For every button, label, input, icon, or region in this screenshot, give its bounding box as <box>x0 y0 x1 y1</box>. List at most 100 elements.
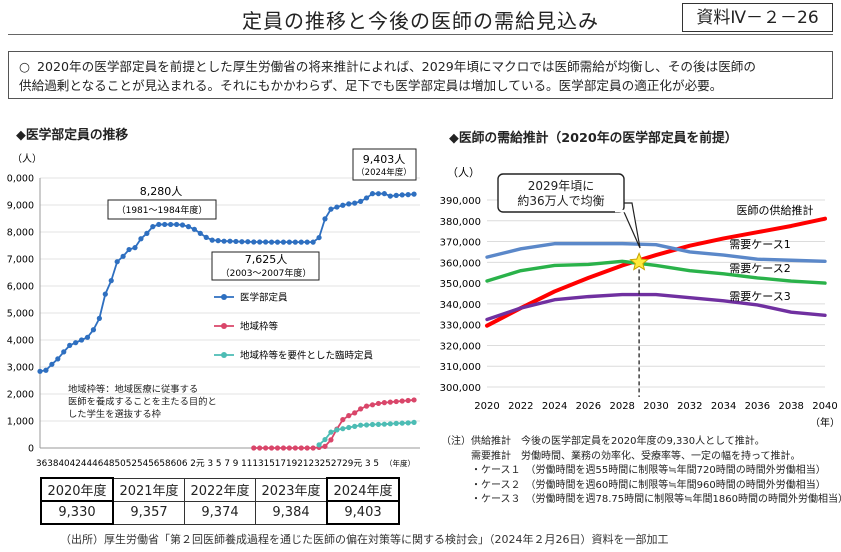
series-1-point <box>358 198 364 204</box>
series-3-point <box>393 420 399 426</box>
x-tick-label: 2034 <box>711 401 736 412</box>
series-3-point <box>387 421 393 427</box>
series-1-point <box>369 191 376 197</box>
y-tick-label: 3,000 <box>7 363 34 374</box>
y-tick-label: 340,000 <box>440 300 481 311</box>
series-2-point <box>387 399 393 405</box>
series-1-point <box>102 291 108 297</box>
y-tick-label: 7,000 <box>7 255 34 266</box>
series-1-point <box>168 221 174 228</box>
summary-line-2: 供給過剰となることが見込まれる。それにもかかわらず、足下でも医学部定員は増加して… <box>19 78 723 93</box>
series-label-1: 医師の供給推計 <box>737 203 814 217</box>
series-1-point <box>405 192 411 198</box>
document-id: 資料Ⅳ－２－26 <box>682 3 833 32</box>
series-1-point <box>221 238 227 244</box>
annotation-peak-value: 8,280人 <box>140 185 183 198</box>
y-tick-label: 2,000 <box>7 390 34 401</box>
series-1-point <box>108 278 114 284</box>
footnote-line: ・ケース３ （労働時間を週78.75時間に制限等≒年間1860時間の時間外労働相… <box>441 494 841 506</box>
series-1-point <box>310 239 316 245</box>
summary-bullet: ○ <box>19 59 30 74</box>
annotation-box-low <box>211 251 320 281</box>
capacity-table-value: 9,403 <box>326 500 400 525</box>
series-2-point <box>328 437 334 443</box>
series-1-point <box>411 191 417 197</box>
callout-box <box>497 173 625 213</box>
series-1-point <box>61 349 67 355</box>
balance-star-icon <box>629 251 649 271</box>
x-tick-labels: 363840424446485052545658606 2元 3 5 7 9 1… <box>36 458 379 468</box>
capacity-table-year: 2021年度 <box>112 477 185 502</box>
series-3-point <box>381 421 387 427</box>
y-tick-label: 320,000 <box>440 341 481 352</box>
series-3-point <box>358 422 364 428</box>
series-2-point <box>280 445 287 451</box>
series-3-point <box>399 420 405 426</box>
series-1-point <box>274 239 281 245</box>
series-2-point <box>310 445 316 451</box>
capacity-table-year: 2020年度 <box>40 477 114 502</box>
series-1-point <box>203 234 209 240</box>
x-tick-label: 2022 <box>508 401 533 412</box>
series-2-point <box>304 445 310 451</box>
annotation-peak-period: （1981～1984年度） <box>117 204 208 216</box>
series-3-point <box>328 429 334 435</box>
legend-label-3: 地域枠等を要件とした臨時定員 <box>240 350 374 362</box>
right-section-title: ◆医師の需給推計（2020年の医学部定員を前提） <box>449 131 738 146</box>
capacity-chart: （人） 0 1,000 2,000 3,000 4,000 5,000 6,000 7,000 8… <box>7 148 420 468</box>
series-1-point <box>150 224 156 230</box>
series-1-point <box>268 239 275 245</box>
series-1-point <box>49 361 55 367</box>
capacity-table-value: 9,384 <box>255 500 328 525</box>
series-2-point <box>268 445 275 451</box>
y-tick-label: 1,000 <box>7 417 34 428</box>
y-tick-label: 6,000 <box>7 282 34 293</box>
y-tick-label: 370,000 <box>440 238 481 249</box>
series-1-point <box>90 327 97 333</box>
series-1-point <box>399 192 405 198</box>
y-tick-label: 350,000 <box>440 279 481 290</box>
series-2-point <box>340 417 346 423</box>
annotation-box-peak <box>107 199 217 220</box>
x-tick-label: 2032 <box>677 401 702 412</box>
series-1-point <box>78 337 85 343</box>
annotation-box-latest <box>352 148 417 181</box>
y-tick-label: 8,000 <box>7 228 34 239</box>
series-2-point <box>358 406 364 412</box>
header-divider <box>8 34 833 35</box>
x-tick-label: 2038 <box>778 401 803 412</box>
series-line-3 <box>485 259 827 285</box>
series-1-point <box>363 195 370 201</box>
y-tick-label: 0 <box>28 444 34 455</box>
y-tick-label: 5,000 <box>7 309 34 320</box>
x-tick-label: 2040 <box>812 401 837 412</box>
legend-marker-2 <box>221 323 227 329</box>
series-1-point <box>233 238 239 245</box>
y-tick-label: 9,000 <box>7 201 34 212</box>
series-3-point <box>375 421 382 427</box>
series-1-point <box>73 340 79 346</box>
series-1-point <box>257 239 263 245</box>
series-1-point <box>263 239 269 245</box>
series-2-point <box>399 398 405 404</box>
annotation-low-value: 7,625人 <box>245 253 288 266</box>
series-1-point <box>251 239 257 245</box>
capacity-table: 2020年度 2021年度 2022年度 2023年度 2024年度 9,330 9,35… <box>40 477 400 525</box>
footnote-line: ・ケース１ （労働時間を週55時間に制限等≒年間720時間の時間外労働相当） <box>441 465 826 477</box>
capacity-table-year: 2023年度 <box>255 477 328 502</box>
series-1-point <box>173 221 180 228</box>
series-1-point <box>132 245 138 251</box>
series-2-point <box>322 443 328 449</box>
series-1-point <box>381 191 387 197</box>
x-axis-unit: （年） <box>810 416 840 429</box>
series-1-point <box>387 193 393 199</box>
y-tick-label: 300,000 <box>440 383 481 394</box>
series-2-point <box>411 397 417 403</box>
series-1-point <box>84 334 91 340</box>
legend-label-1: 医学部定員 <box>240 292 288 304</box>
series-line-2 <box>485 241 827 263</box>
supply-demand-chart: （人） 300,000 310,000 320,000 330,000 340,000 35… <box>440 166 840 429</box>
series-2-point <box>292 445 298 451</box>
series-1-point <box>67 342 73 348</box>
